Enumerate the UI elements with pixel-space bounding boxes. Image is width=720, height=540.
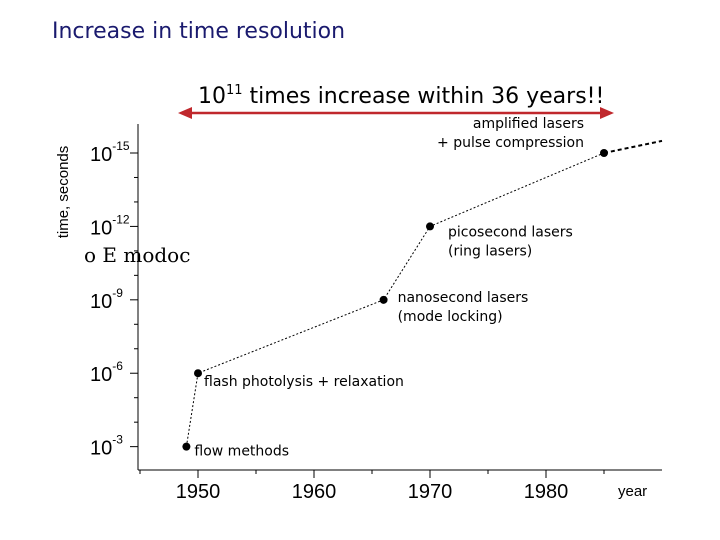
x-axis-label: year: [618, 483, 647, 500]
y-tick-label: 10-12: [90, 212, 130, 239]
point-label-line: amplified lasers: [473, 116, 584, 132]
point-label-line: flash photolysis + relaxation: [204, 374, 404, 390]
y-axis-label: time, seconds: [55, 146, 72, 239]
data-point: [600, 149, 608, 157]
y-tick-label: 10-6: [90, 359, 123, 386]
point-label-line: nanosecond lasers: [398, 290, 529, 306]
data-point: [194, 369, 202, 378]
y-tick-label: 10-15: [90, 139, 130, 166]
point-label: amplified lasers + pulse compression: [437, 116, 584, 151]
point-label: flash photolysis + relaxation: [204, 374, 404, 390]
y-tick-label: 10-3: [90, 433, 123, 460]
span-arrow-left-head: [178, 107, 192, 119]
series-line: [185, 152, 605, 447]
point-label: flow methods: [194, 444, 289, 460]
point-label-line: (ring lasers): [448, 243, 532, 259]
data-point: [426, 222, 434, 231]
data-point: [379, 295, 388, 304]
artifact-text: o E modoc: [84, 243, 190, 267]
span-arrow: [178, 107, 614, 119]
annotations: flow methods flash photolysis + relaxatio…: [194, 116, 584, 460]
series: [182, 139, 663, 451]
banner-base: 10: [198, 84, 226, 109]
span-arrow-right-head: [600, 107, 614, 119]
banner-exponent: 11: [226, 83, 243, 98]
data-point: [182, 442, 191, 451]
x-tick-label: 1980: [524, 481, 569, 503]
point-label-line: flow methods: [194, 444, 289, 460]
y-ticks: 10-15 10-12 10-9 10-6 10-3: [90, 139, 138, 460]
banner-text: 1011 times increase within 36 years!!: [198, 83, 604, 109]
point-label-line: picosecond lasers: [448, 224, 573, 240]
x-tick-label: 1960: [292, 481, 337, 503]
point-label: picosecond lasers (ring lasers): [448, 224, 573, 259]
point-label: nanosecond lasers (mode locking): [398, 290, 529, 325]
point-label-line: (mode locking): [398, 309, 503, 325]
banner-rest: times increase within 36 years!!: [243, 84, 605, 109]
extrapolation-line: [603, 139, 663, 154]
slide-title: Increase in time resolution: [52, 19, 345, 44]
point-label-line: + pulse compression: [437, 135, 584, 151]
x-ticks: 1950 1960 1970 1980: [139, 470, 605, 503]
y-tick-label: 10-9: [90, 286, 123, 313]
x-tick-label: 1970: [408, 481, 453, 503]
x-tick-label: 1950: [176, 481, 221, 503]
